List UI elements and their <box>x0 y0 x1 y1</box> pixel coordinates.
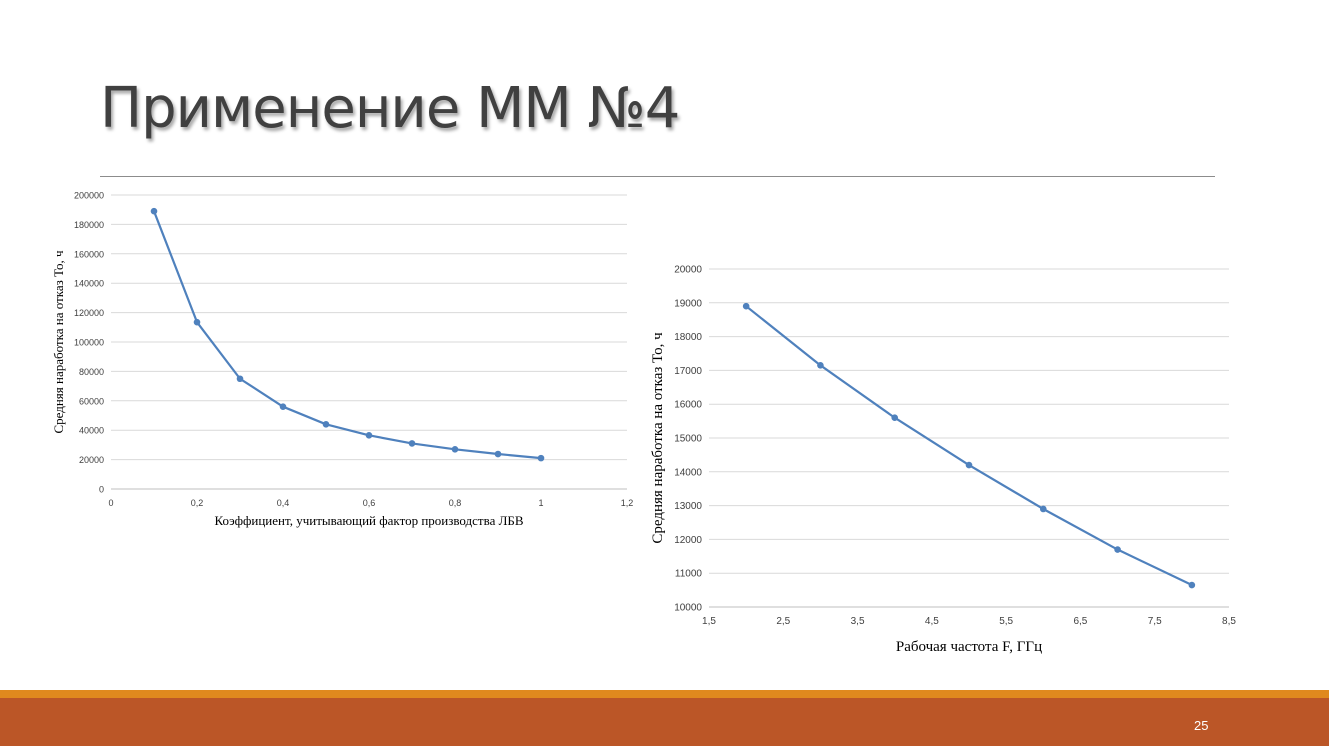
series-line <box>152 210 542 460</box>
data-point <box>451 446 459 453</box>
data-point <box>236 375 244 383</box>
chart-reliability-vs-frequency: 10000 11000 12000 13000 14000 15000 16000 17000… <box>650 265 1236 656</box>
y-tick-label: 15000 <box>674 434 702 445</box>
x-tick-label: 6,5 <box>1073 616 1087 627</box>
y-tick-label: 16000 <box>674 400 702 411</box>
series-line <box>745 305 1193 587</box>
y-tick-label: 10000 <box>674 603 702 614</box>
x-tick-label: 1,2 <box>621 498 634 508</box>
x-tick-label: 4,5 <box>925 616 939 627</box>
slide-title: Применение ММ №4 <box>100 76 680 141</box>
y-tick-label: 20000 <box>674 265 702 276</box>
x-tick-label: 2,5 <box>776 616 790 627</box>
data-point <box>537 454 545 462</box>
x-tick-label: 0,6 <box>363 498 376 508</box>
x-tick-label: 5,5 <box>999 616 1013 627</box>
data-point <box>365 432 373 439</box>
y-tick-label: 120000 <box>74 308 104 318</box>
y-tick-label: 18000 <box>674 332 702 343</box>
x-tick-label: 3,5 <box>851 616 865 627</box>
y-tick-label: 140000 <box>74 279 104 289</box>
footer-bar <box>0 698 1329 746</box>
y-tick-label: 80000 <box>79 367 104 377</box>
y-tick-label: 200000 <box>74 191 104 201</box>
x-tick-label: 1 <box>538 498 543 508</box>
x-tick-label: 0,8 <box>449 498 462 508</box>
y-tick-label: 14000 <box>674 467 702 478</box>
x-tick-label: 1,5 <box>702 616 716 627</box>
data-point <box>742 302 750 310</box>
data-point <box>193 318 201 326</box>
y-axis-label: Средняя наработка на отказ То, ч <box>51 250 66 434</box>
data-point <box>1039 505 1047 513</box>
data-point <box>891 414 899 422</box>
data-point <box>965 461 973 469</box>
x-tick-label: 8,5 <box>1222 616 1236 627</box>
y-tick-label: 180000 <box>74 220 104 230</box>
data-point <box>408 440 416 447</box>
y-tick-label: 60000 <box>79 396 104 406</box>
y-tick-label: 160000 <box>74 249 104 259</box>
title-divider <box>100 176 1215 177</box>
y-tick-label: 40000 <box>79 426 104 436</box>
x-tick-label: 0,2 <box>191 498 204 508</box>
x-tick-label: 0,4 <box>277 498 290 508</box>
data-point <box>494 450 502 458</box>
data-point <box>1188 581 1196 589</box>
y-tick-label: 11000 <box>675 569 703 580</box>
y-tick-label: 19000 <box>674 298 702 309</box>
y-tick-label: 12000 <box>674 535 702 546</box>
data-point <box>150 207 158 215</box>
footer-accent-stripe <box>0 690 1329 698</box>
y-tick-label: 13000 <box>674 501 702 512</box>
data-point <box>322 421 330 428</box>
data-point <box>1114 546 1121 553</box>
page-number: 25 <box>1194 718 1209 733</box>
data-point <box>817 362 824 369</box>
x-tick-label: 0 <box>108 498 113 508</box>
y-tick-label: 100000 <box>74 338 104 348</box>
y-axis-label: Средняя наработка на отказ То, ч <box>650 332 666 544</box>
chart-reliability-vs-coefficient: 0 20000 40000 60000 80000 100000 120000 140000 1… <box>51 191 634 529</box>
data-point <box>279 403 287 410</box>
y-tick-label: 0 <box>99 485 104 495</box>
y-tick-label: 20000 <box>79 455 104 465</box>
x-axis-label: Коэффициент, учитывающий фактор производ… <box>214 513 523 528</box>
y-tick-label: 17000 <box>674 366 702 377</box>
x-tick-label: 7,5 <box>1148 616 1162 627</box>
x-axis-label: Рабочая частота F, ГГц <box>896 639 1042 655</box>
